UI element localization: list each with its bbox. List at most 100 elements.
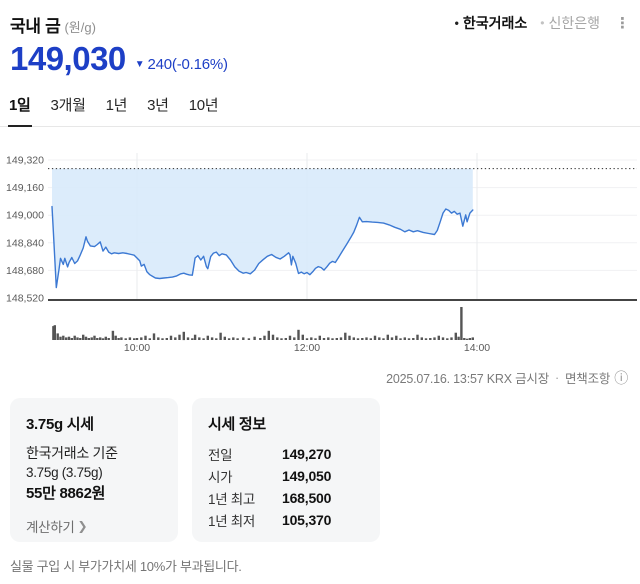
volume-bar	[182, 331, 185, 341]
volume-bar	[412, 338, 415, 340]
volume-bar	[56, 333, 59, 340]
volume-bar	[161, 338, 164, 340]
volume-bar	[339, 337, 343, 340]
volume-bar	[344, 332, 347, 340]
bullet-icon: •	[454, 16, 459, 30]
volume-bar	[429, 338, 432, 340]
gram-total-price: 55만 8862원	[26, 484, 106, 502]
volume-bar	[352, 337, 355, 340]
price-change: ▼ 240(-0.16%)	[135, 56, 228, 73]
volume-bar	[365, 337, 368, 340]
current-price: 149,030	[10, 40, 126, 77]
calculator-link-label: 계산하기	[26, 519, 75, 535]
volume-bar	[99, 337, 102, 340]
volume-bar	[96, 338, 99, 340]
volume-bar	[202, 338, 205, 340]
tab-1y[interactable]: 1년	[105, 97, 128, 114]
volume-bar	[114, 335, 117, 340]
chart-timestamp: 2025.07.16. 13:57 KRX 금시장	[386, 372, 550, 386]
disclaimer-link[interactable]: 면책조항	[564, 372, 611, 386]
volume-bar	[288, 335, 292, 340]
volume-bar	[247, 338, 251, 340]
volume-bar	[318, 335, 321, 340]
quote-row: 1년 최고 168,500	[208, 487, 364, 509]
volume-bar	[59, 336, 62, 340]
volume-bar	[310, 337, 313, 340]
price-row: 149,030 ▼ 240(-0.16%)	[10, 42, 228, 75]
quote-row-label: 전일	[208, 448, 233, 463]
volume-bar	[322, 338, 326, 340]
meta-separator: ·	[555, 370, 559, 385]
volume-bar	[348, 335, 351, 340]
volume-bar	[210, 337, 214, 340]
quote-row: 시가 149,050	[208, 465, 364, 487]
volume-bar	[79, 338, 82, 340]
volume-bar	[276, 337, 279, 340]
source-krx[interactable]: • 한국거래소	[455, 13, 528, 33]
quote-card-title: 시세 정보	[208, 416, 266, 433]
x-axis-label: 10:00	[124, 342, 150, 354]
title-wrap: 국내 금 (원/g)	[10, 12, 96, 37]
volume-bar	[90, 337, 93, 340]
volume-bar	[232, 337, 235, 340]
volume-bar	[373, 335, 377, 340]
source-label: 신한은행	[548, 15, 600, 31]
source-shinhan[interactable]: • 신한은행	[540, 13, 600, 33]
gram-weight-line: 3.75g (3.75g)	[26, 465, 103, 481]
volume-bar	[267, 330, 270, 340]
volume-bar	[253, 336, 256, 340]
tab-1d[interactable]: 1일	[8, 94, 32, 127]
volume-bar	[70, 338, 73, 340]
volume-bar	[314, 338, 317, 340]
quote-row: 1년 최저 105,370	[208, 509, 364, 531]
price-chart[interactable]: 149,320 149,160 149,000 148,840 148,680 148,5…	[0, 150, 640, 362]
volume-bar	[120, 337, 123, 340]
volume-bar	[206, 335, 209, 340]
volume-bar	[186, 337, 190, 340]
volume-bar	[280, 338, 283, 340]
page-title: 국내 금	[10, 17, 61, 36]
volume-bar	[399, 338, 402, 340]
volume-bar	[198, 337, 201, 340]
volume-bar	[82, 334, 85, 340]
volume-bar	[215, 338, 218, 340]
volume-bar	[242, 337, 245, 340]
volume-bar	[259, 338, 262, 340]
quote-row-label: 시가	[208, 470, 233, 485]
quote-rows: 전일 149,270 시가 149,050 1년 최고 168,500 1년 최저 105,3…	[208, 443, 364, 531]
period-tabs: 1일 3개월 1년 3년 10년	[0, 94, 640, 127]
volume-bar	[356, 338, 360, 340]
y-axis-label: 148,840	[6, 237, 44, 249]
tab-3y[interactable]: 3년	[147, 97, 169, 114]
volume-bar	[293, 337, 296, 340]
volume-bar	[135, 338, 139, 340]
gram-card-body: 한국거래소 기준 3.75g (3.75g) 55만 8862원	[26, 443, 162, 505]
volume-bar	[361, 338, 364, 340]
calculator-link[interactable]: 계산하기 ❯	[26, 516, 162, 536]
volume-bar	[390, 337, 394, 340]
gram-basis-line: 한국거래소 기준	[26, 445, 118, 461]
tab-3m[interactable]: 3개월	[50, 97, 86, 114]
volume-bar	[165, 338, 168, 340]
chart-meta: 2025.07.16. 13:57 KRX 금시장 · 면책조항 ⓘ	[386, 368, 628, 387]
more-menu-icon[interactable]: ⋮	[615, 14, 630, 32]
tab-10y[interactable]: 10년	[188, 97, 219, 114]
volume-bar	[157, 337, 160, 340]
price-line	[51, 205, 474, 289]
volume-bar	[454, 332, 457, 340]
y-axis-label: 148,520	[6, 293, 44, 305]
volume-bar	[369, 338, 372, 340]
gram-card-title: 3.75g 시세	[26, 416, 94, 433]
volume-bar	[76, 337, 79, 340]
x-axis-label: 12:00	[294, 342, 320, 354]
volume-bar	[301, 334, 304, 340]
volume-bar	[152, 333, 156, 340]
quote-row-value: 149,050	[282, 468, 332, 484]
volume-bar	[450, 337, 453, 340]
quote-info-card: 시세 정보 전일 149,270 시가 149,050 1년 최고 168,500 1년 최…	[192, 398, 380, 542]
info-icon[interactable]: ⓘ	[614, 369, 628, 386]
x-axis-label: 14:00	[464, 342, 490, 354]
volume-bar	[53, 325, 56, 340]
volume-bar	[144, 335, 147, 340]
